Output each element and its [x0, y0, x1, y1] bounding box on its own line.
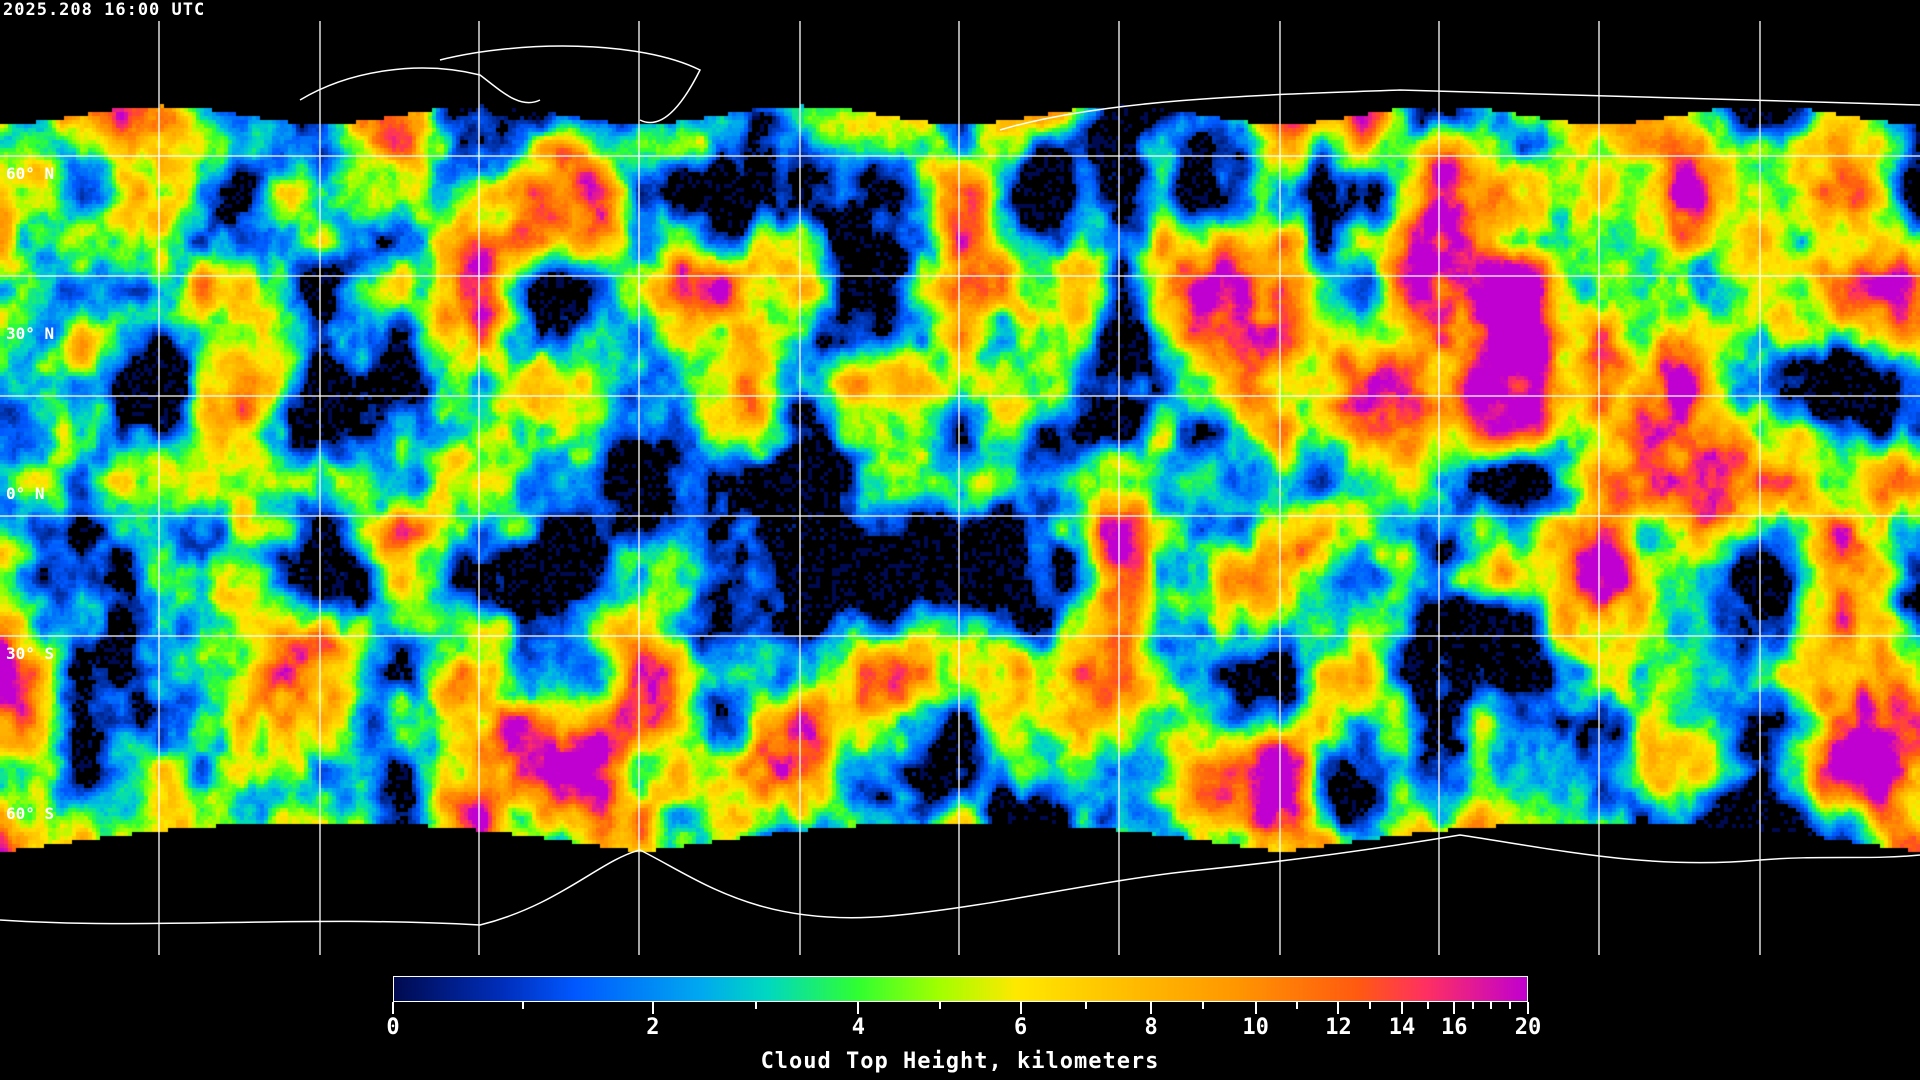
graticule — [0, 21, 1920, 955]
colorbar-minor-tick — [938, 1002, 941, 1009]
colorbar-minor-tick — [1427, 1002, 1430, 1009]
lat-label-30n: 30° N — [6, 324, 55, 343]
colorbar-minor-tick — [1369, 1002, 1372, 1009]
colorbar-tick-label: 10 — [1242, 1015, 1269, 1040]
colorbar-tick-label: 20 — [1514, 1015, 1542, 1040]
colorbar-minor-tick — [1084, 1002, 1087, 1009]
colorbar-tick-label: 2 — [646, 1015, 660, 1040]
colorbar-title: Cloud Top Height, kilometers — [760, 1049, 1160, 1074]
colorbar-tick-label: 0 — [386, 1015, 400, 1040]
colorbar-tick-label: 16 — [1440, 1015, 1468, 1040]
colorbar-major-tick — [1337, 1002, 1340, 1014]
colorbar-major-tick — [1254, 1002, 1257, 1014]
colorbar-tick-label: 12 — [1325, 1015, 1352, 1040]
lat-label-60s: 60° S — [6, 804, 55, 823]
colorbar-minor-tick — [521, 1002, 524, 1009]
colorbar-minor-tick — [1490, 1002, 1493, 1009]
colorbar-major-tick — [1453, 1002, 1456, 1014]
coastline — [0, 834, 1920, 926]
colorbar-major-tick — [392, 1002, 394, 1014]
colorbar-minor-tick — [1508, 1002, 1511, 1009]
coastline — [999, 89, 1920, 131]
colorbar-minor-tick — [1296, 1002, 1299, 1009]
lat-label-0n: 0° N — [6, 484, 45, 503]
colorbar-major-tick — [1401, 1002, 1403, 1014]
colorbar-major-tick — [1527, 1002, 1529, 1014]
colorbar-major-tick — [651, 1002, 654, 1014]
coastline — [299, 45, 702, 124]
colorbar-tick-label: 6 — [1014, 1015, 1028, 1040]
colorbar-tick-label: 4 — [851, 1015, 865, 1040]
colorbar-tick-label: 14 — [1388, 1015, 1416, 1040]
colorbar-major-tick — [857, 1002, 860, 1014]
colorbar-minor-tick — [1202, 1002, 1205, 1009]
timestamp: 2025.208 16:00 UTC — [3, 0, 206, 20]
lat-label-30s: 30° S — [6, 644, 55, 663]
colorbar-major-tick — [1019, 1002, 1022, 1014]
colorbar-tick-label: 8 — [1144, 1015, 1158, 1040]
colorbar-minor-tick — [754, 1002, 757, 1009]
colorbar-minor-tick — [1471, 1002, 1474, 1009]
colorbar-major-tick — [1150, 1002, 1153, 1014]
colorbar — [393, 976, 1528, 1002]
lat-label-60n: 60° N — [6, 164, 55, 183]
